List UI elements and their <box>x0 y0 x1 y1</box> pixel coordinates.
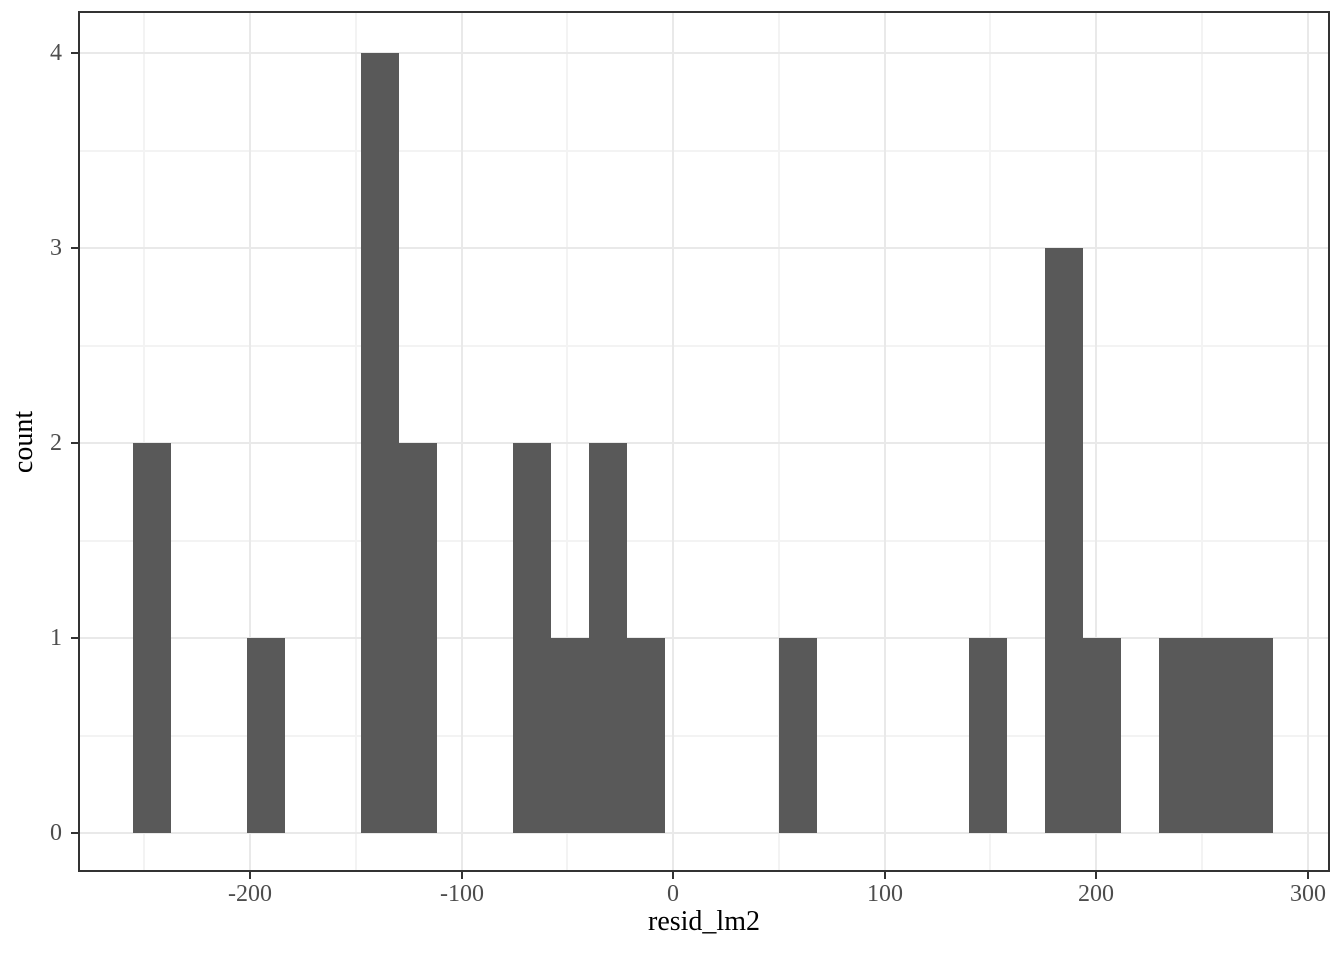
grid-major-vertical <box>1095 12 1097 871</box>
x-tick-label: 300 <box>1290 881 1326 907</box>
histogram-bar <box>1159 638 1197 833</box>
y-tick-label: 4 <box>50 40 62 66</box>
histogram-bar <box>969 638 1007 833</box>
y-tick-label: 0 <box>50 820 62 846</box>
x-tick-mark <box>884 871 886 879</box>
grid-major-vertical <box>1307 12 1309 871</box>
histogram-bar <box>247 638 285 833</box>
y-tick-label: 2 <box>50 430 62 456</box>
grid-minor-horizontal <box>79 540 1329 542</box>
y-tick-mark <box>71 52 79 54</box>
grid-minor-vertical <box>1201 12 1203 871</box>
grid-minor-vertical <box>566 12 568 871</box>
histogram-bar <box>1045 248 1083 833</box>
grid-major-horizontal <box>79 832 1329 834</box>
grid-major-vertical <box>461 12 463 871</box>
grid-major-horizontal <box>79 442 1329 444</box>
y-tick-label: 3 <box>50 235 62 261</box>
grid-major-horizontal <box>79 247 1329 249</box>
grid-minor-horizontal <box>79 150 1329 152</box>
y-tick-mark <box>71 247 79 249</box>
grid-major-horizontal <box>79 52 1329 54</box>
grid-major-vertical <box>249 12 251 871</box>
x-tick-label: -100 <box>440 881 484 907</box>
histogram-bar <box>513 443 551 833</box>
histogram-bar <box>1197 638 1235 833</box>
x-tick-label: 0 <box>667 881 679 907</box>
x-tick-mark <box>1095 871 1097 879</box>
y-axis-title: count <box>8 410 39 474</box>
histogram-bar <box>627 638 665 833</box>
grid-major-vertical <box>884 12 886 871</box>
histogram-bar <box>779 638 817 833</box>
histogram-bar <box>133 443 171 833</box>
y-tick-mark <box>71 442 79 444</box>
x-tick-mark <box>1307 871 1309 879</box>
x-tick-label: 200 <box>1078 881 1114 907</box>
x-tick-mark <box>672 871 674 879</box>
histogram-bar <box>551 638 589 833</box>
y-tick-mark <box>71 832 79 834</box>
grid-minor-horizontal <box>79 345 1329 347</box>
histogram-bar <box>399 443 437 833</box>
x-tick-mark <box>249 871 251 879</box>
y-tick-mark <box>71 637 79 639</box>
histogram-bar <box>1083 638 1121 833</box>
y-tick-label: 1 <box>50 625 62 651</box>
grid-major-horizontal <box>79 637 1329 639</box>
grid-minor-vertical <box>778 12 780 871</box>
grid-minor-vertical <box>143 12 145 871</box>
grid-major-vertical <box>672 12 674 871</box>
histogram-bar <box>589 443 627 833</box>
x-tick-mark <box>461 871 463 879</box>
histogram-bar <box>1235 638 1273 833</box>
grid-minor-vertical <box>989 12 991 871</box>
grid-minor-horizontal <box>79 735 1329 737</box>
grid-minor-vertical <box>355 12 357 871</box>
x-tick-label: 100 <box>867 881 903 907</box>
x-tick-label: -200 <box>228 881 272 907</box>
x-axis-title: resid_lm2 <box>648 906 760 937</box>
histogram-bar <box>361 53 399 833</box>
